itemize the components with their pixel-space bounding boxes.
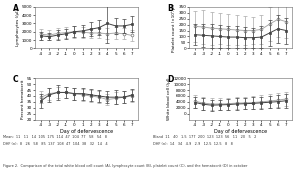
Y-axis label: Percent hematocrit: Percent hematocrit (21, 79, 25, 119)
Text: D: D (167, 75, 173, 84)
Text: DHF (n):  8   26   58   85  137  108  47  104  38   32   14   4: DHF (n): 8 26 58 85 137 108 47 104 38 32… (3, 142, 108, 146)
Y-axis label: Platelet count (×10³/μl): Platelet count (×10³/μl) (172, 3, 176, 52)
Text: C: C (13, 75, 19, 84)
X-axis label: Day of defervescence: Day of defervescence (60, 129, 113, 134)
Text: Mean:  11   11   14  105  175  114  47  104  77   58   54   8: Mean: 11 11 14 105 175 114 47 104 77 58 … (3, 135, 107, 139)
Text: Bland  11   40   1.5  177  200  123  123  56   11   20   5   2: Bland 11 40 1.5 177 200 123 123 56 11 20… (153, 135, 257, 139)
Text: Figure 2.  Comparison of the total white blood cell count (A), lymphocyte count : Figure 2. Comparison of the total white … (3, 164, 247, 168)
X-axis label: Day of defervescence: Day of defervescence (214, 129, 267, 134)
Text: DHF (n):  14   34   4.9   2.9   12.5  12.5   8   8: DHF (n): 14 34 4.9 2.9 12.5 12.5 8 8 (153, 142, 233, 146)
Text: B: B (167, 4, 173, 12)
Y-axis label: White blood cell (/μl): White blood cell (/μl) (167, 78, 171, 120)
Text: A: A (13, 4, 19, 12)
Y-axis label: Lymphocytes (/μl): Lymphocytes (/μl) (16, 9, 20, 46)
